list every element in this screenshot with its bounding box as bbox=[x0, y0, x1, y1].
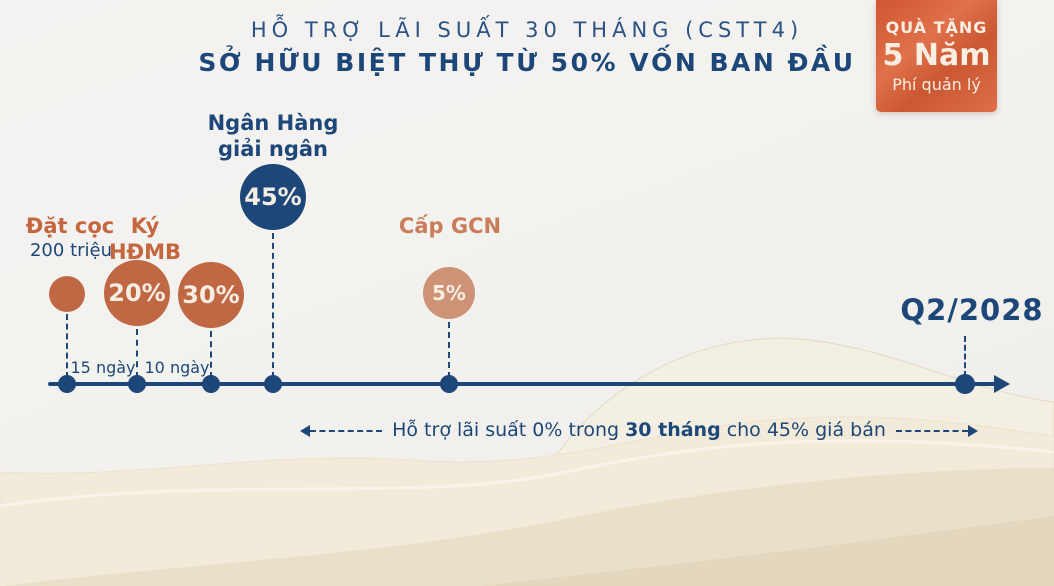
gift-badge-value: 5 Năm bbox=[882, 38, 991, 73]
milestone-30-circle: 30% bbox=[178, 262, 244, 328]
interest-support-annotation: Hỗ trợ lãi suất 0% trong 30 tháng cho 45% … bbox=[300, 417, 978, 443]
gap-label-10-ngay: 10 ngày bbox=[144, 358, 210, 377]
timeline-axis bbox=[48, 382, 998, 386]
gift-badge-heading: QUÀ TẶNG bbox=[885, 18, 988, 37]
annotation-dash-right bbox=[895, 429, 968, 432]
timeline-dot-kyhdmb bbox=[128, 375, 146, 393]
milestone-capgcn-label: Cấp GCN bbox=[398, 214, 502, 238]
annotation-arrow-right-icon bbox=[968, 424, 978, 437]
milestone-datcoc-circle bbox=[49, 276, 85, 312]
title-line-2: SỞ HỮU BIỆT THỰ TỪ 50% VỐN BAN ĐẦU bbox=[198, 48, 856, 77]
timeline-end-label: Q2/2028 bbox=[900, 293, 1044, 327]
timeline-arrowhead-icon bbox=[994, 375, 1010, 393]
title-line-1: HỖ TRỢ LÃI SUẤT 30 THÁNG (CSTT4) bbox=[250, 18, 804, 42]
milestone-nganhang-label-line1: Ngân Hàng bbox=[207, 111, 339, 135]
gift-badge-caption: Phí quản lý bbox=[892, 75, 981, 94]
annotation-dash-left bbox=[310, 429, 383, 432]
q2-2028-connector bbox=[964, 336, 966, 377]
milestone-datcoc-label: Đặt cọc bbox=[25, 214, 115, 238]
milestone-datcoc-connector bbox=[66, 314, 68, 378]
milestone-kyhdmb-connector bbox=[136, 329, 138, 378]
annotation-prefix: Hỗ trợ lãi suất 0% trong bbox=[392, 419, 620, 441]
timeline-dot-30 bbox=[202, 375, 220, 393]
timeline-dot-capgcn bbox=[440, 375, 458, 393]
timeline-dot-q2-2028 bbox=[955, 374, 975, 394]
page-title: HỖ TRỢ LÃI SUẤT 30 THÁNG (CSTT4) SỞ HỮU … bbox=[0, 18, 1054, 77]
timeline-dot-datcoc bbox=[58, 375, 76, 393]
milestone-datcoc-sublabel: 200 triệu bbox=[29, 240, 113, 261]
milestone-nganhang-label-line2: giải ngân bbox=[217, 137, 329, 161]
milestone-capgcn-connector bbox=[448, 322, 450, 378]
annotation-text: Hỗ trợ lãi suất 0% trong 30 tháng cho 45% … bbox=[382, 419, 896, 441]
gift-badge: QUÀ TẶNG 5 Năm Phí quản lý bbox=[876, 0, 997, 112]
milestone-kyhdmb-label-line1: Ký bbox=[130, 214, 160, 238]
milestone-nganhang-circle: 45% bbox=[240, 164, 306, 230]
annotation-bold: 30 tháng bbox=[625, 419, 721, 441]
annotation-suffix: cho 45% giá bán bbox=[726, 419, 886, 441]
gap-label-15-ngay: 15 ngày bbox=[70, 358, 136, 377]
milestone-30-connector bbox=[210, 331, 212, 378]
milestone-kyhdmb-circle: 20% bbox=[104, 260, 170, 326]
milestone-nganhang-connector bbox=[272, 233, 274, 378]
timeline-dot-nganhang bbox=[264, 375, 282, 393]
milestone-capgcn-circle: 5% bbox=[423, 267, 475, 319]
annotation-arrow-left-icon bbox=[300, 424, 310, 437]
